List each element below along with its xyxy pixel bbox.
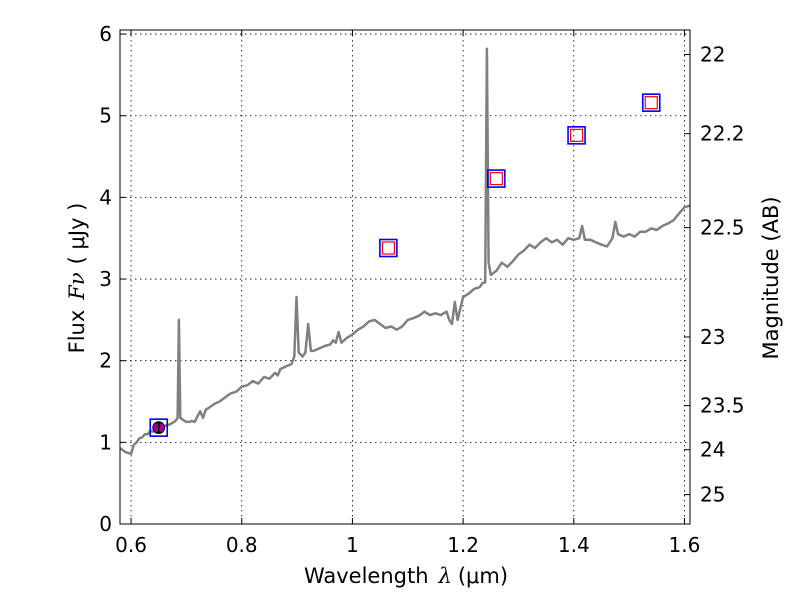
red-square-marker bbox=[569, 128, 584, 142]
x-tick-label: 1.4 bbox=[558, 533, 590, 557]
x-tick-label: 1.6 bbox=[669, 533, 701, 557]
blue-square-marker bbox=[149, 418, 169, 437]
blue-square-marker bbox=[379, 238, 398, 258]
red-square-marker bbox=[489, 172, 503, 186]
x-tick-label: 1.2 bbox=[447, 533, 479, 557]
y2-tick-label: 25 bbox=[700, 483, 725, 507]
x-tick-label: 1 bbox=[346, 533, 359, 557]
y-tick-label: 5 bbox=[99, 104, 112, 128]
photometry-markers bbox=[149, 93, 661, 437]
y2-tick-label: 22.2 bbox=[700, 122, 745, 146]
y-tick-label: 6 bbox=[99, 22, 112, 46]
blue-square-marker bbox=[641, 93, 661, 112]
x-tick-label: 0.8 bbox=[226, 533, 258, 557]
red-square-marker bbox=[381, 241, 395, 255]
spectrum-layer bbox=[119, 47, 691, 456]
spectrum-line bbox=[119, 47, 691, 456]
y-axis-label: Flux bbox=[65, 310, 89, 354]
grid bbox=[120, 30, 690, 524]
y2-tick-label: 24 bbox=[700, 438, 725, 462]
plot-frame bbox=[119, 29, 691, 525]
x-axis-label: Wavelength bbox=[304, 564, 429, 588]
x-tick-label: 0.6 bbox=[115, 533, 147, 557]
y-axis-symbol: Fν bbox=[65, 272, 89, 301]
y2-axis-title: Magnitude (AB) bbox=[759, 196, 783, 359]
x-axis-title: Wavelength λ (μm) bbox=[304, 564, 508, 588]
y2-tick-label: 22 bbox=[700, 42, 725, 66]
y-tick-label: 3 bbox=[99, 267, 112, 291]
y2-tick-label: 23 bbox=[700, 325, 725, 349]
axis-ticks: 0.6 0.8 1 1.2 1.4 1.601234562222.222.52323.52… bbox=[99, 22, 744, 557]
y-tick-label: 2 bbox=[99, 349, 112, 373]
y-axis-unit: ( μJy ) bbox=[65, 203, 89, 265]
y2-tick-label: 22.5 bbox=[700, 216, 745, 240]
y-axis-title: Flux Fν ( μJy ) bbox=[65, 203, 89, 354]
red-square-marker bbox=[644, 96, 658, 110]
x-axis-unit: (μm) bbox=[458, 564, 508, 588]
y-tick-label: 0 bbox=[99, 512, 112, 536]
y2-tick-label: 23.5 bbox=[700, 394, 745, 418]
blue-square-marker bbox=[567, 126, 586, 145]
x-axis-symbol: λ bbox=[438, 564, 452, 588]
blue-square-marker bbox=[487, 169, 506, 188]
y-tick-label: 4 bbox=[99, 185, 112, 209]
y-tick-label: 1 bbox=[99, 430, 112, 454]
